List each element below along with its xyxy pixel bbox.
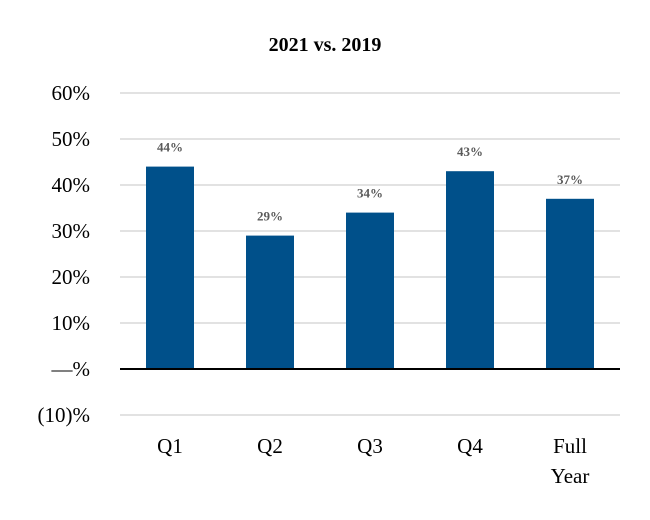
bars xyxy=(146,166,594,369)
data-label: 44% xyxy=(157,140,183,155)
y-axis-ticks: 60% 50% 40% 30% 20% 10% —% (10)% xyxy=(38,81,90,427)
y-tick-label: (10)% xyxy=(38,403,90,427)
x-tick-label: Year xyxy=(551,464,590,488)
y-tick-label: 10% xyxy=(52,311,91,335)
y-tick-label: 50% xyxy=(52,127,91,151)
x-tick-label: Q4 xyxy=(457,434,483,458)
x-tick-label: Q3 xyxy=(357,434,383,458)
data-label: 29% xyxy=(257,209,283,224)
bar xyxy=(546,198,594,369)
chart-title: 2021 vs. 2019 xyxy=(269,34,382,56)
x-tick-label: Q2 xyxy=(257,434,283,458)
data-labels: 44% 29% 34% 43% 37% xyxy=(157,140,583,224)
data-label: 34% xyxy=(357,186,383,201)
y-tick-label: 40% xyxy=(52,173,91,197)
y-tick-label: —% xyxy=(51,357,91,381)
x-axis-ticks: Q1 Q2 Q3 Q4 Full Year xyxy=(157,434,589,488)
data-label: 43% xyxy=(457,144,483,159)
bar xyxy=(146,166,194,369)
x-tick-label: Full xyxy=(553,434,587,458)
bar xyxy=(446,171,494,369)
y-tick-label: 60% xyxy=(52,81,91,105)
y-tick-label: 20% xyxy=(52,265,91,289)
bar xyxy=(246,235,294,369)
bar xyxy=(346,212,394,369)
data-label: 37% xyxy=(557,172,583,187)
y-tick-label: 30% xyxy=(52,219,91,243)
x-tick-label: Q1 xyxy=(157,434,183,458)
